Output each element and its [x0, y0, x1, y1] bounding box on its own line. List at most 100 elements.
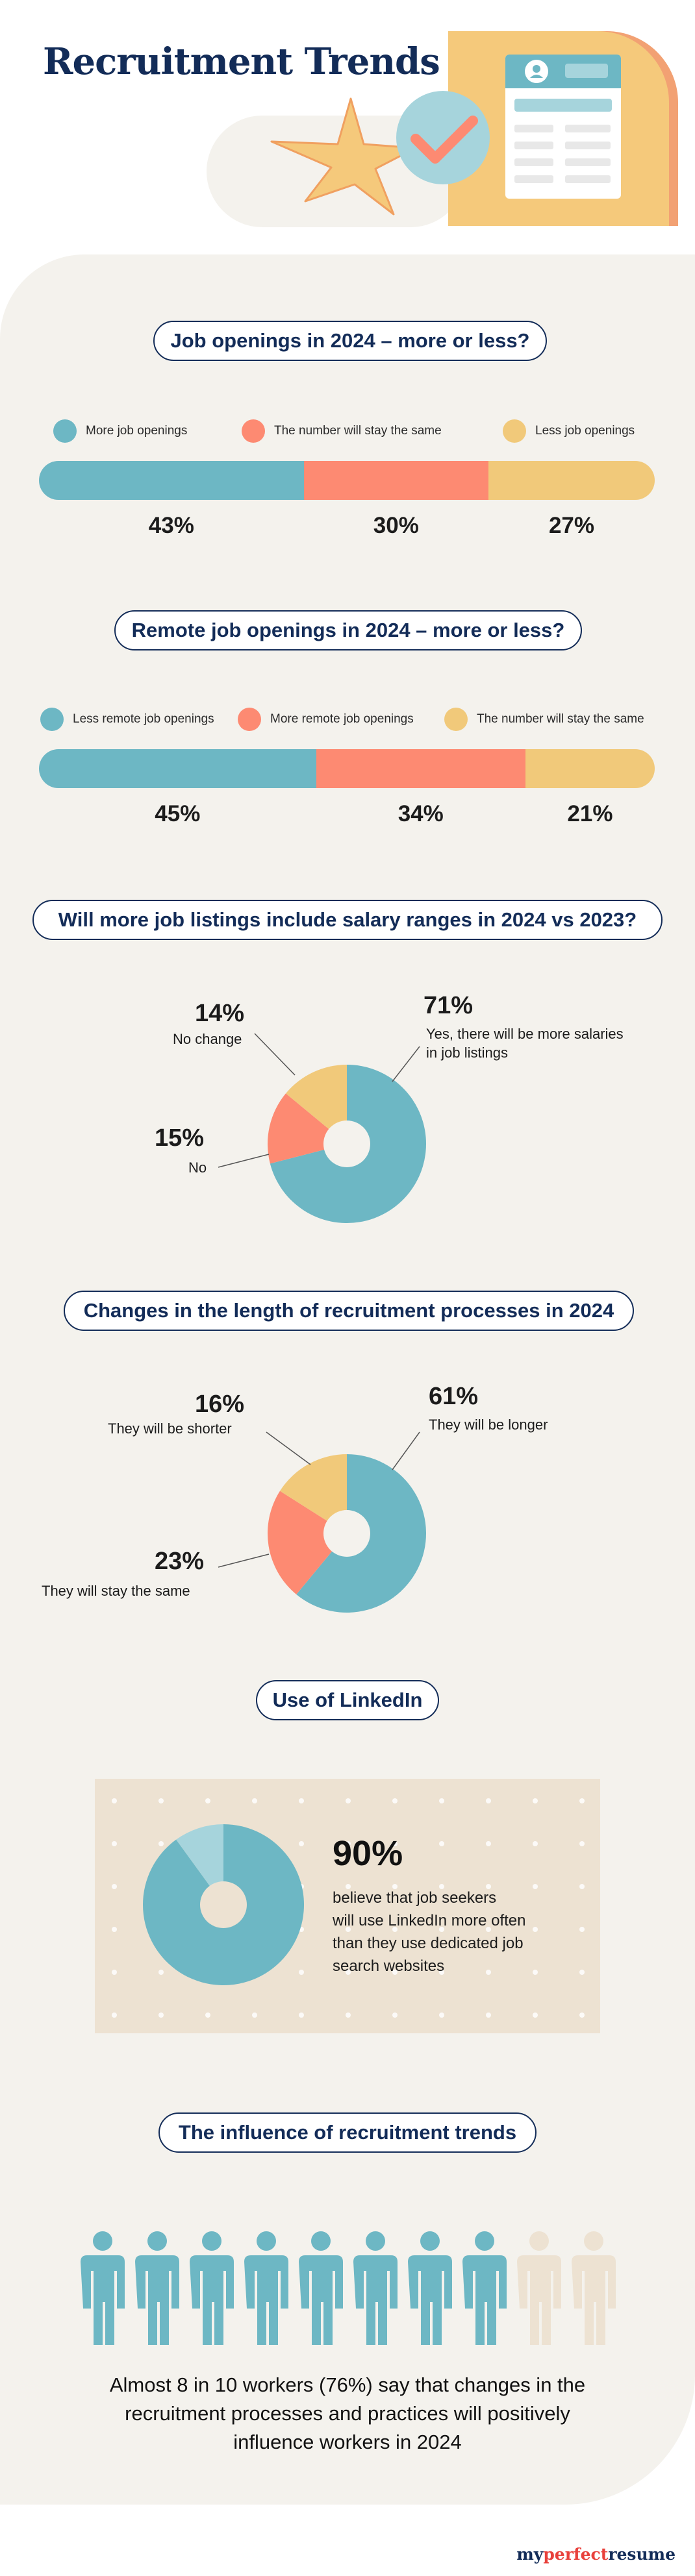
pie-label-yes-text: Yes, there will be more salaries in job … [426, 1024, 634, 1062]
pattern-dot [579, 1798, 585, 1803]
pattern-dot [346, 1798, 351, 1803]
bar-segment-less [488, 461, 655, 500]
header: Recruitment Trends [0, 0, 695, 253]
legend-swatch [238, 708, 261, 731]
pattern-dot [158, 1841, 164, 1846]
pattern-dot [579, 1927, 585, 1932]
legend-label: Less remote job openings [73, 712, 214, 726]
pattern-dot [533, 2012, 538, 2018]
pattern-dot [533, 1798, 538, 1803]
pie-label-no-pct: 15% [155, 1124, 205, 1152]
legend-item-less-job-openings: Less job openings [503, 419, 635, 443]
pie-label-longer-text: They will be longer [429, 1417, 548, 1433]
section-title-linkedin: Use of LinkedIn [256, 1680, 439, 1720]
legend-item-remote-stay-same: The number will stay the same [444, 708, 644, 731]
pattern-dot [346, 1841, 351, 1846]
page-title: Recruitment Trends [43, 40, 440, 83]
pie-label-yes-line2: in job listings [426, 1045, 508, 1061]
legend-label: More job openings [86, 424, 188, 438]
brand-part-my: my [516, 2545, 544, 2564]
linkedin-pie-hole [200, 1881, 247, 1928]
data-label-remote-same: 21% [567, 801, 613, 826]
person-icon [517, 2231, 561, 2345]
pattern-dot [486, 1841, 491, 1846]
legend-item-more-remote: More remote job openings [238, 708, 414, 731]
pattern-dot [112, 1927, 117, 1932]
pie-label-no-change-pct: 14% [195, 1000, 245, 1027]
pattern-dot [205, 2012, 210, 2018]
linkedin-text-line: will use LinkedIn more often [333, 1912, 526, 1929]
linkedin-text: believe that job seekers will use Linked… [333, 1887, 526, 1977]
legend-swatch [444, 708, 468, 731]
linkedin-text-line: than they use dedicated job [333, 1935, 524, 1952]
pie-chart-recruitment-length [267, 1454, 426, 1613]
stacked-bar-job-openings [39, 461, 655, 500]
pattern-dot [112, 1884, 117, 1889]
pattern-dot [158, 1798, 164, 1803]
legend-swatch [40, 708, 64, 731]
section-title-job-openings: Job openings in 2024 – more or less? [153, 321, 547, 361]
pattern-dot [252, 2012, 257, 2018]
pie-label-yes-pct: 71% [423, 992, 474, 1019]
pattern-dot [439, 1798, 444, 1803]
pie-label-stay-same-pct: 23% [155, 1548, 205, 1575]
pattern-dot [579, 1884, 585, 1889]
pattern-dot [346, 2012, 351, 2018]
pattern-dot [299, 1798, 304, 1803]
pie-label-shorter-text: They will be shorter [108, 1420, 232, 1437]
pattern-dot [346, 1970, 351, 1975]
person-icon [190, 2231, 234, 2345]
data-label-less-remote: 45% [155, 801, 201, 826]
pattern-dot [579, 2012, 585, 2018]
star-icon [270, 97, 417, 216]
summary-line: Almost 8 in 10 workers (76%) say that ch… [109, 2373, 586, 2396]
linkedin-text-line: believe that job seekers [333, 1889, 497, 1907]
pattern-dot [439, 1970, 444, 1975]
pattern-dot [392, 1884, 398, 1889]
pattern-dot [112, 1798, 117, 1803]
pattern-dot [299, 1841, 304, 1846]
check-icon [396, 91, 490, 184]
pattern-dot [486, 1884, 491, 1889]
bar-segment-remote-same [525, 749, 655, 788]
summary-line: influence workers in 2024 [233, 2431, 462, 2453]
pattern-dot [439, 1884, 444, 1889]
pattern-dot [486, 1970, 491, 1975]
legend-label: More remote job openings [270, 712, 414, 726]
legend-label: The number will stay the same [477, 712, 644, 726]
linkedin-pct: 90% [333, 1834, 403, 1873]
person-icon [299, 2231, 343, 2345]
pattern-dot [205, 1798, 210, 1803]
legend-swatch [503, 419, 526, 443]
legend-swatch [53, 419, 77, 443]
pie-label-no-change-text: No change [173, 1031, 242, 1047]
section-title-remote-job-openings: Remote job openings in 2024 – more or le… [114, 610, 582, 650]
section-title-influence: The influence of recruitment trends [158, 2112, 537, 2153]
pie-chart-salary-ranges [267, 1065, 426, 1223]
linkedin-text-line: search websites [333, 1957, 445, 1975]
person-icon [244, 2231, 288, 2345]
pattern-dot [579, 1970, 585, 1975]
person-icon [572, 2231, 616, 2345]
pattern-dot [392, 1970, 398, 1975]
pattern-dot [439, 1841, 444, 1846]
leader-line-no-change [254, 1033, 296, 1076]
pattern-dot [299, 2012, 304, 2018]
legend-item-stay-same: The number will stay the same [242, 419, 442, 443]
brand-logo[interactable]: myperfectresume [516, 2545, 676, 2564]
pattern-dot [346, 1884, 351, 1889]
pie-chart-linkedin-main [142, 1824, 304, 1985]
pie-label-no-text: No [188, 1159, 207, 1176]
legend-label: Less job openings [535, 424, 635, 438]
length-pie-hole [323, 1510, 370, 1557]
person-icon [353, 2231, 398, 2345]
pattern-dot [486, 1927, 491, 1932]
legend-item-more-job-openings: More job openings [53, 419, 187, 443]
pattern-dot [158, 1970, 164, 1975]
salary-pie-hole [323, 1121, 370, 1167]
bar-segment-less-remote [39, 749, 316, 788]
section-title-recruitment-length: Changes in the length of recruitment pro… [64, 1291, 634, 1331]
